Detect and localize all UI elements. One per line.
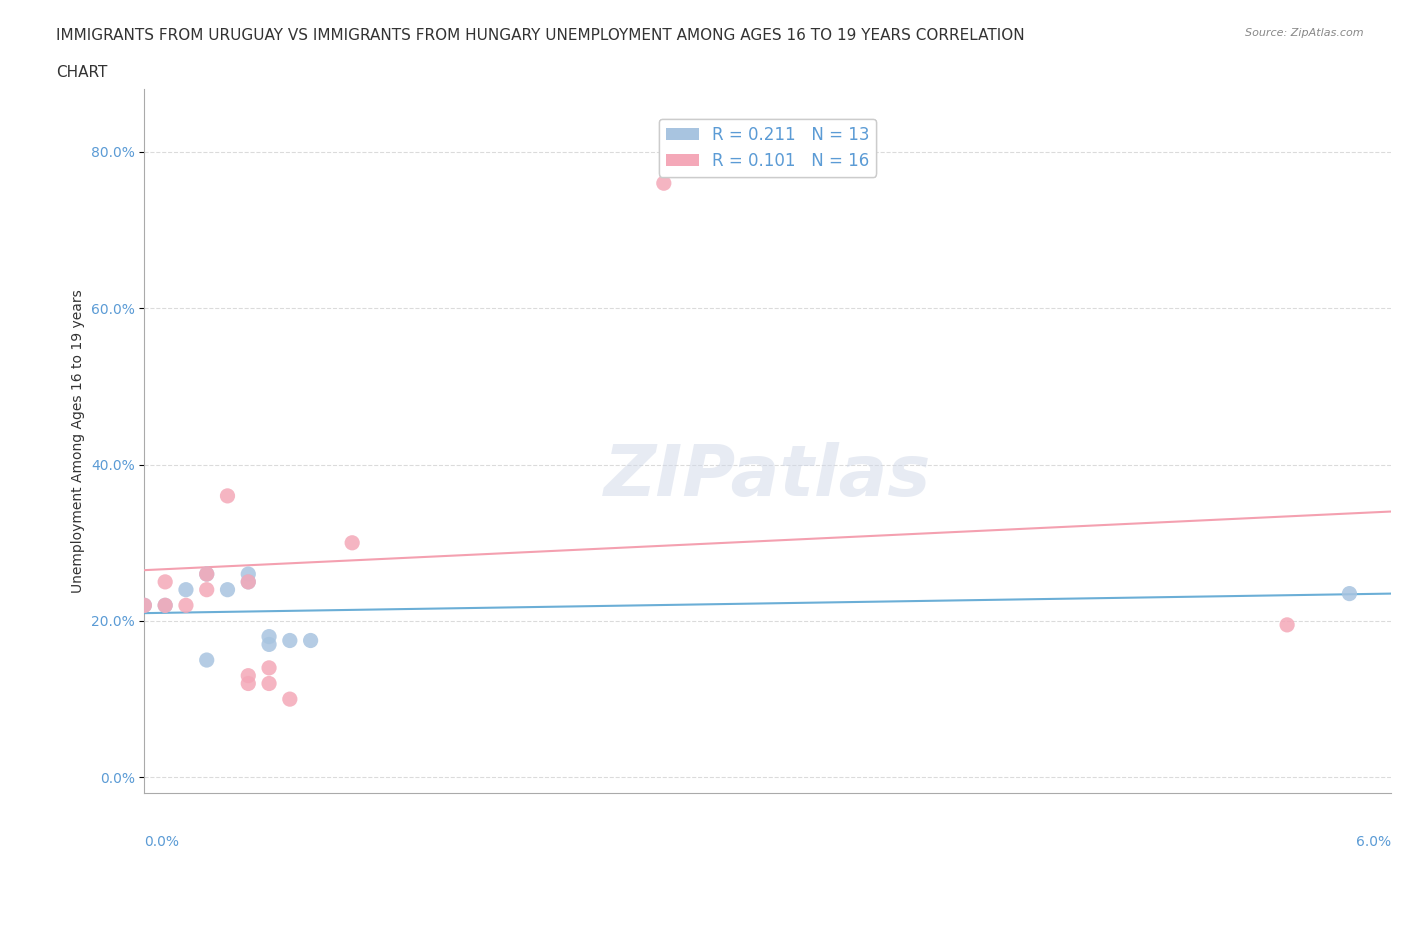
- Text: 0.0%: 0.0%: [145, 835, 180, 849]
- Point: [257, 660, 280, 675]
- Point: [278, 633, 301, 648]
- Point: [153, 598, 176, 613]
- Text: IMMIGRANTS FROM URUGUAY VS IMMIGRANTS FROM HUNGARY UNEMPLOYMENT AMONG AGES 16 TO: IMMIGRANTS FROM URUGUAY VS IMMIGRANTS FR…: [56, 28, 1025, 43]
- Point: [195, 566, 218, 581]
- Point: [195, 566, 218, 581]
- Text: CHART: CHART: [56, 65, 108, 80]
- Point: [257, 637, 280, 652]
- Point: [652, 176, 675, 191]
- Text: Source: ZipAtlas.com: Source: ZipAtlas.com: [1246, 28, 1364, 38]
- Point: [238, 575, 260, 590]
- Point: [299, 633, 322, 648]
- Point: [1275, 618, 1298, 632]
- Y-axis label: Unemployment Among Ages 16 to 19 years: Unemployment Among Ages 16 to 19 years: [72, 289, 86, 593]
- Point: [238, 566, 260, 581]
- Point: [1339, 586, 1361, 601]
- Point: [238, 575, 260, 590]
- Point: [257, 676, 280, 691]
- Point: [195, 582, 218, 597]
- Point: [195, 653, 218, 668]
- Point: [174, 598, 197, 613]
- Point: [257, 630, 280, 644]
- Point: [153, 575, 176, 590]
- Text: ZIPatlas: ZIPatlas: [605, 442, 931, 511]
- Point: [238, 669, 260, 684]
- Point: [238, 676, 260, 691]
- Point: [217, 582, 239, 597]
- Point: [134, 598, 156, 613]
- Point: [174, 582, 197, 597]
- Point: [134, 598, 156, 613]
- Point: [153, 598, 176, 613]
- Point: [217, 488, 239, 503]
- Text: 6.0%: 6.0%: [1355, 835, 1391, 849]
- Point: [340, 536, 363, 551]
- Legend: R = 0.211   N = 13, R = 0.101   N = 16: R = 0.211 N = 13, R = 0.101 N = 16: [659, 119, 876, 177]
- Point: [278, 692, 301, 707]
